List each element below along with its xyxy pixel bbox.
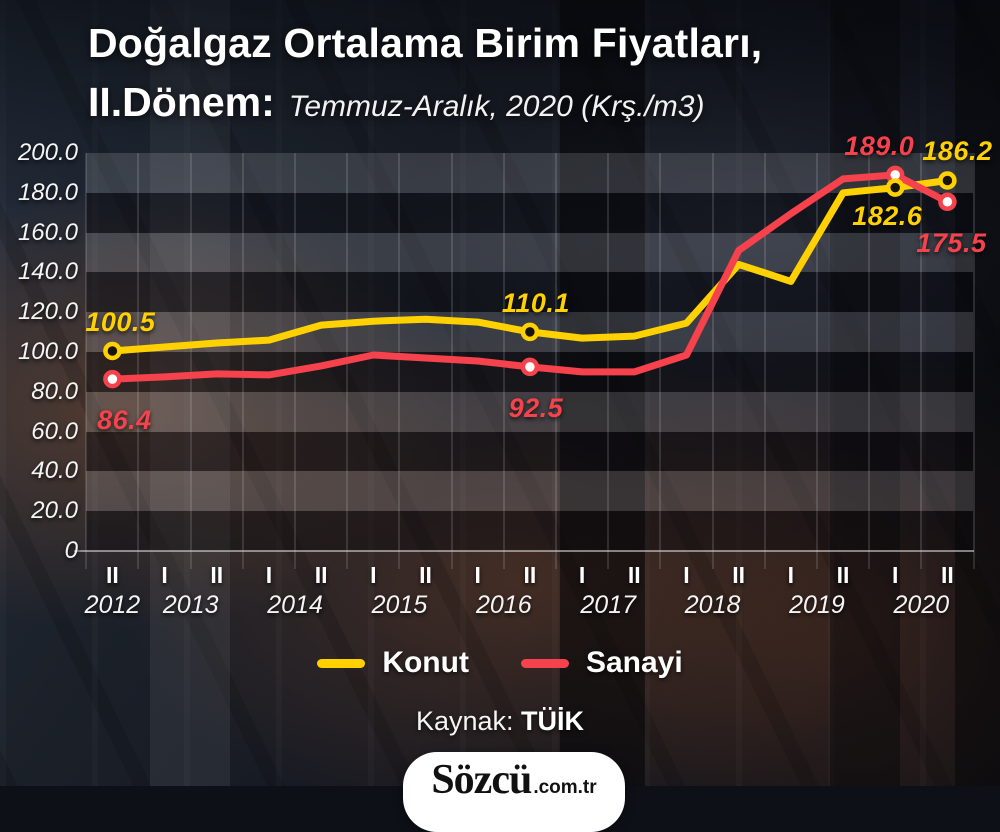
vertical-gridline	[920, 153, 923, 569]
y-axis-label: 0	[64, 537, 78, 564]
x-tick-label: II	[732, 562, 746, 588]
source-value: TÜİK	[521, 706, 585, 736]
data-label-konut: 182.6	[852, 200, 923, 231]
x-axis-baseline	[74, 549, 974, 552]
plot-band	[86, 431, 974, 472]
plot-band	[86, 232, 974, 273]
x-year-label: 2016	[476, 591, 532, 619]
plot-band	[86, 391, 974, 432]
x-tick-label: I	[265, 562, 273, 588]
y-axis-label: 180.0	[17, 178, 78, 206]
legend-swatch-sanayi	[520, 658, 569, 668]
y-axis-label: 100.0	[17, 338, 78, 365]
data-label-konut: 186.2	[922, 136, 993, 167]
y-axis-label: 80.0	[31, 377, 78, 405]
x-tick-label: I	[578, 562, 586, 588]
legend: Konut Sanayi	[0, 646, 1000, 680]
legend-item-sanayi: Sanayi	[520, 646, 683, 680]
chart-title: Doğalgaz Ortalama Birim Fiyatları,	[88, 20, 763, 66]
x-tick-label: I	[787, 562, 795, 588]
source-note: Kaynak: TÜİK	[0, 706, 1000, 737]
data-label-konut: 110.1	[501, 287, 570, 318]
series-plot	[103, 165, 957, 389]
data-point-marker-sanayi	[520, 357, 540, 377]
vertical-gridline	[763, 153, 766, 569]
plot-band	[86, 471, 974, 512]
legend-swatch-konut	[317, 658, 366, 668]
data-label-sanayi: 92.5	[508, 392, 564, 423]
vertical-gridline	[868, 153, 871, 569]
y-axis-label: 120.0	[17, 298, 78, 326]
y-axis-label: 60.0	[31, 417, 78, 445]
plot-band	[86, 511, 974, 551]
vertical-gridline	[398, 153, 401, 569]
vertical-gridline	[972, 153, 975, 569]
vertical-gridline	[294, 153, 297, 569]
vertical-gridline	[607, 153, 610, 569]
data-label-sanayi: 175.5	[916, 227, 987, 258]
data-point-marker-konut	[885, 178, 905, 197]
x-year-label: 2020	[893, 591, 950, 619]
data-label-sanayi: 86.4	[97, 405, 152, 436]
y-axis-label: 140.0	[17, 258, 78, 286]
x-tick-label: II	[106, 562, 119, 588]
x-tick-label: II	[419, 562, 432, 588]
x-tick-label: II	[836, 562, 850, 588]
vertical-gridline	[711, 153, 714, 569]
data-point-marker-konut	[103, 341, 122, 361]
data-point-marker-sanayi	[103, 369, 122, 389]
x-year-label: 2015	[371, 591, 428, 619]
x-year-label: 2013	[162, 591, 219, 619]
x-tick-label: I	[683, 562, 690, 588]
x-year-label: 2018	[684, 591, 741, 619]
x-year-label: 2019	[789, 591, 845, 619]
legend-item-konut: Konut	[317, 646, 469, 680]
y-axis-label: 200.0	[17, 139, 78, 166]
data-point-marker-sanayi	[938, 192, 957, 212]
vertical-gridline	[241, 153, 244, 569]
legend-label: Konut	[382, 646, 469, 679]
vertical-gridline	[137, 153, 140, 569]
x-year-label: 2014	[267, 591, 323, 619]
x-year-label: 2012	[84, 591, 141, 619]
x-tick-label: I	[474, 562, 481, 588]
background-vignette	[0, 0, 1000, 786]
y-axis-label: 20.0	[31, 497, 78, 525]
title-block: Doğalgaz Ortalama Birim Fiyatları, II.Dö…	[88, 20, 762, 126]
x-tick-label: II	[627, 562, 641, 588]
logo-suffix: .com.tr	[533, 777, 597, 798]
x-tick-label: II	[314, 562, 328, 588]
chart-title-period: II.Dönem:	[88, 79, 275, 125]
x-tick-label: II	[941, 562, 954, 588]
legend-label: Sanayi	[585, 646, 683, 679]
x-tick-label: I	[161, 562, 168, 588]
logo-text: Sözcü	[431, 757, 532, 803]
x-year-label: 2017	[580, 591, 637, 619]
plot-band	[86, 272, 974, 313]
plot-band	[86, 153, 974, 193]
vertical-gridline	[189, 153, 192, 569]
chart-subtitle: Temmuz-Aralık, 2020 (Krş./m3)	[288, 90, 705, 123]
x-tick-label: I	[892, 562, 899, 588]
data-label-sanayi: 189.0	[844, 130, 915, 161]
vertical-gridline	[555, 153, 557, 569]
x-tick-label: I	[370, 562, 377, 588]
brand-logo: Sözcü .com.tr	[403, 752, 625, 832]
y-axis-label: 160.0	[17, 218, 78, 246]
x-tick-label: II	[523, 562, 537, 588]
data-point-marker-konut	[520, 322, 540, 342]
vertical-gridline	[85, 153, 88, 569]
line-chart: 200.0 180.0 160.0 140.0 120.0 100.0 80.0 60.0 40…	[17, 130, 993, 619]
data-label-konut: 100.5	[85, 307, 156, 337]
y-axis-label: 40.0	[31, 457, 78, 485]
x-tick-label: II	[210, 562, 224, 588]
vertical-gridline	[815, 153, 818, 569]
data-point-marker-konut	[938, 171, 957, 190]
source-prefix: Kaynak:	[415, 706, 522, 736]
